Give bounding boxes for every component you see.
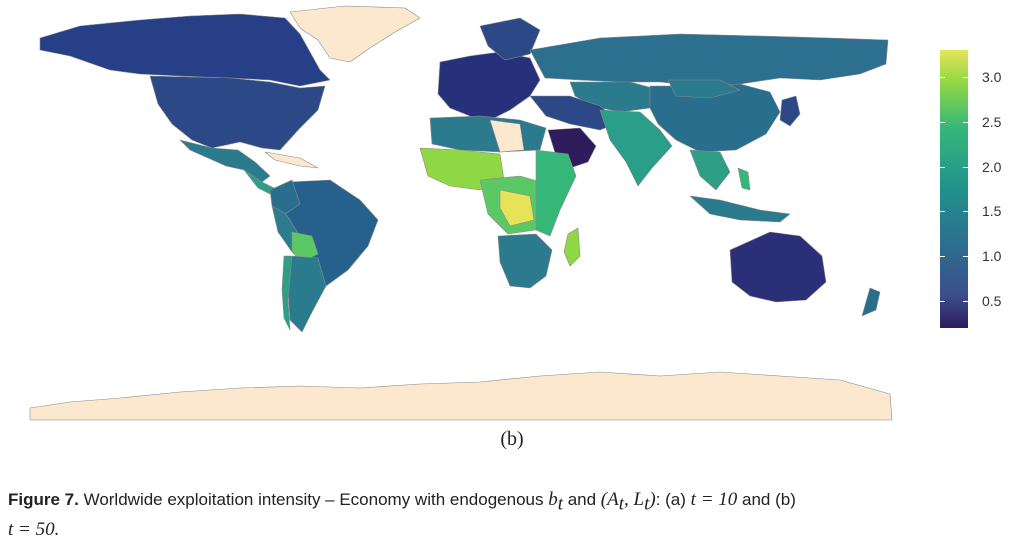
region-greenland — [289, 5, 421, 63]
region-usa — [149, 75, 326, 151]
region-colombia — [269, 179, 301, 215]
region-madagascar — [563, 227, 581, 267]
legend-colorbar — [940, 50, 968, 328]
caption-var-l-sub: t — [644, 493, 650, 515]
region-philippines — [737, 167, 751, 191]
region-indonesia — [689, 195, 791, 223]
caption-figure-label: Figure 7. — [8, 490, 79, 509]
caption-t-a: t — [690, 489, 696, 510]
world-map-svg — [29, 5, 893, 421]
legend-tick-label: 2.5 — [982, 114, 1002, 130]
region-china — [649, 83, 781, 153]
region-australia — [729, 231, 827, 303]
caption-t-b-val: = 50. — [13, 519, 60, 541]
legend-tick-mark — [963, 77, 968, 78]
region-southern-africa — [497, 233, 553, 289]
region-europe — [437, 51, 541, 121]
region-argentina — [287, 255, 327, 333]
caption-var-a-sub: t — [618, 493, 625, 515]
region-east-africa — [535, 149, 577, 237]
legend-tick-label: 1.0 — [982, 248, 1002, 264]
caption-var-b: b — [548, 489, 558, 510]
legend-tick-mark — [963, 256, 968, 257]
caption-pair-close: ) — [649, 489, 656, 510]
region-antarctica — [29, 371, 893, 421]
legend-tick-mark — [940, 256, 945, 257]
legend-tick-mark — [940, 167, 945, 168]
region-chile — [281, 255, 293, 331]
panel-label: (b) — [500, 428, 524, 450]
region-south-asia — [599, 109, 673, 187]
region-japan — [779, 95, 801, 127]
region-north-africa — [429, 115, 547, 153]
caption-t-b: t — [8, 519, 14, 541]
legend-tick-mark — [940, 77, 945, 78]
region-scandinavia — [479, 17, 541, 61]
region-russia — [529, 33, 889, 87]
caption-pair-sep: , — [624, 489, 634, 510]
legend-tick-mark — [963, 122, 968, 123]
legend-tick-label: 2.0 — [982, 159, 1002, 175]
legend-tick-mark — [940, 122, 945, 123]
caption-text-4: and (b) — [737, 490, 796, 509]
region-canada — [39, 13, 331, 87]
region-southeast-asia — [689, 149, 731, 191]
legend-tick-label: 1.5 — [982, 203, 1002, 219]
caption-var-a: A — [607, 489, 619, 510]
legend-tick-mark — [963, 211, 968, 212]
region-mongolia — [667, 79, 741, 99]
legend-tick-mark — [963, 167, 968, 168]
legend-tick-label: 0.5 — [982, 293, 1002, 309]
caption-text-3: : (a) — [655, 490, 691, 509]
figure-caption: Figure 7. Worldwide exploitation intensi… — [8, 487, 1013, 543]
legend-tick-mark — [940, 301, 945, 302]
region-caribbean — [264, 151, 319, 169]
legend-tick-mark — [940, 211, 945, 212]
region-new-zealand — [861, 287, 881, 317]
caption-var-b-sub: t — [557, 493, 563, 515]
caption-var-l: L — [633, 489, 645, 510]
legend-tick-mark — [963, 301, 968, 302]
caption-text-1: Worldwide exploitation intensity – Econo… — [78, 490, 549, 509]
legend-tick-label: 3.0 — [982, 69, 1002, 85]
caption-text-2: and — [562, 490, 601, 509]
caption-t-a-val: = 10 — [695, 489, 738, 510]
world-map — [29, 5, 893, 421]
caption-pair-open: ( — [600, 489, 608, 510]
region-congo — [499, 189, 535, 227]
region-sudan — [489, 119, 525, 153]
